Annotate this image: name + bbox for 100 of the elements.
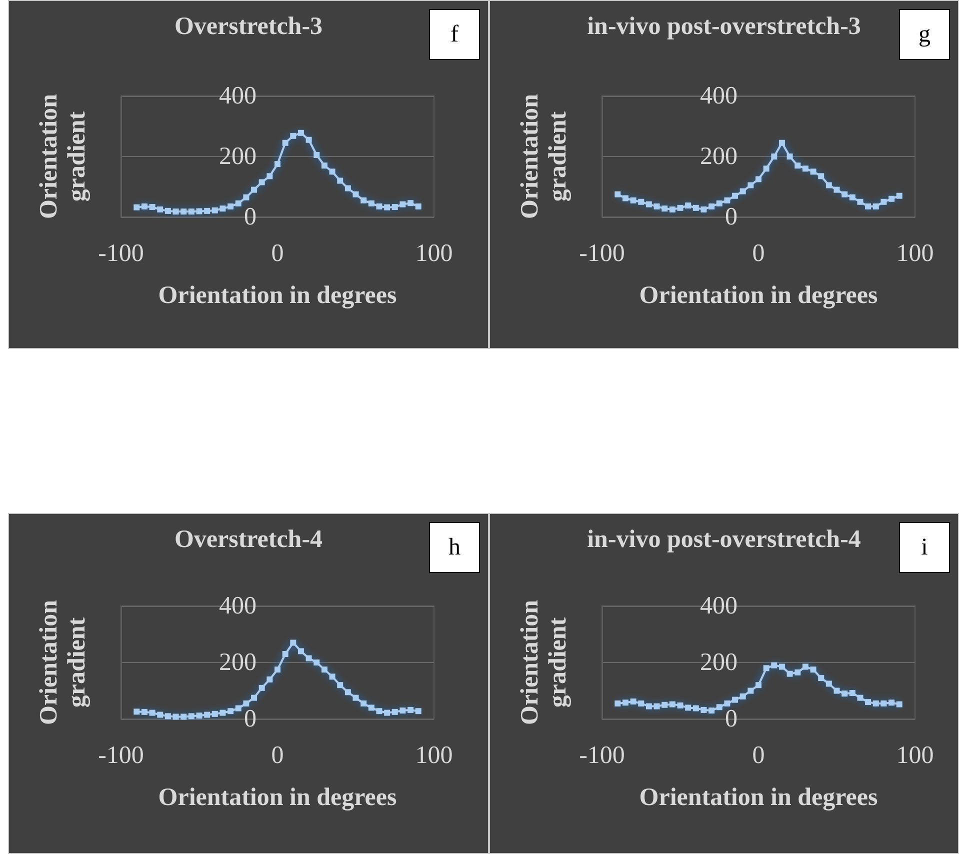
y-tick-label: 400 (219, 592, 256, 620)
point (368, 200, 374, 206)
x-tick-label: -100 (579, 240, 625, 267)
point (763, 665, 770, 672)
point (258, 179, 265, 186)
point (896, 701, 902, 708)
point (360, 197, 367, 204)
point (157, 712, 164, 718)
y-axis-title: Orientation gradient (36, 94, 90, 219)
x-tick-label: 100 (896, 240, 934, 267)
point (306, 136, 312, 143)
point (810, 666, 816, 673)
y-tick-label: 200 (700, 649, 738, 676)
point (298, 130, 304, 136)
point (802, 664, 808, 670)
point (700, 706, 707, 713)
point (376, 708, 382, 714)
point (865, 699, 872, 706)
point (708, 708, 715, 714)
point (352, 694, 359, 701)
point (141, 203, 148, 210)
y-tick-label: 200 (219, 649, 256, 676)
point (282, 140, 288, 146)
point (235, 200, 242, 206)
point (778, 140, 785, 146)
point (134, 204, 140, 210)
point (740, 188, 746, 194)
point (896, 192, 902, 199)
y-tick-label: 0 (244, 706, 256, 732)
x-tick-label: 100 (415, 240, 453, 267)
point (700, 206, 707, 212)
text: i (921, 534, 928, 560)
text: g (918, 22, 930, 48)
point (677, 702, 684, 708)
point (134, 708, 140, 715)
point (771, 154, 778, 160)
point (834, 186, 840, 193)
point (321, 162, 328, 169)
y-tick-label: 200 (700, 143, 738, 170)
x-tick-label: 0 (752, 240, 765, 267)
point (368, 704, 374, 711)
point (329, 168, 336, 175)
point (415, 708, 422, 714)
point (149, 204, 156, 210)
point (818, 675, 824, 682)
y-tick-label: 0 (725, 706, 738, 732)
point (180, 208, 187, 215)
point (677, 204, 684, 211)
point (756, 176, 762, 182)
point (849, 690, 856, 696)
point (220, 710, 226, 716)
point (888, 196, 895, 202)
chart-title: in-vivo post-overstretch-3 (587, 13, 861, 40)
point (384, 204, 390, 210)
point (826, 182, 832, 188)
y-axis-title: Orientation gradient (516, 94, 572, 219)
point (157, 206, 164, 212)
y-tick-label: 400 (219, 82, 256, 110)
point (290, 640, 296, 646)
x-tick-label: 0 (271, 742, 284, 769)
x-tick-label: -100 (98, 240, 144, 267)
point (149, 710, 156, 716)
point (228, 203, 234, 210)
point (220, 206, 226, 212)
point (172, 714, 179, 720)
point (376, 203, 382, 210)
chart-title: in-vivo post-overstretch-4 (587, 526, 862, 553)
point (740, 693, 746, 700)
y-tick-label: 200 (219, 143, 256, 170)
point (329, 674, 336, 680)
x-tick-label: -100 (98, 742, 144, 769)
point (212, 207, 218, 214)
point (865, 203, 872, 210)
point (716, 200, 722, 206)
point (826, 680, 832, 687)
point (685, 202, 692, 209)
point (622, 700, 628, 706)
point (646, 703, 652, 710)
x-tick-label: 100 (896, 742, 934, 769)
point (763, 166, 770, 172)
x-axis-title: Orientation in degrees (639, 282, 878, 309)
point (685, 704, 692, 711)
point (614, 191, 621, 198)
point (842, 690, 848, 697)
point (352, 191, 359, 198)
point (786, 670, 793, 677)
point (180, 714, 187, 720)
point (337, 178, 344, 184)
x-tick-label: 0 (271, 240, 284, 267)
y-tick-label: 0 (725, 204, 738, 230)
x-tick-label: 100 (415, 742, 453, 769)
point (708, 203, 715, 210)
point (786, 154, 793, 160)
point (614, 700, 621, 706)
point (204, 712, 210, 718)
point (408, 706, 414, 713)
x-tick-label: -100 (579, 742, 625, 769)
point (360, 700, 367, 706)
point (188, 713, 194, 720)
point (654, 703, 660, 710)
